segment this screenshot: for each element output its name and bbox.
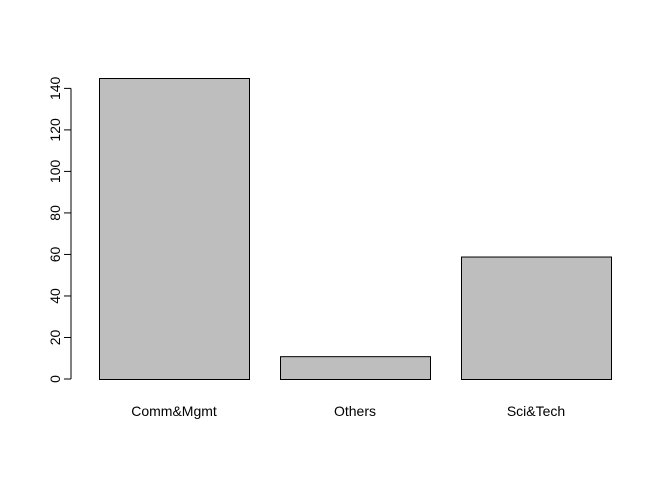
bars xyxy=(99,78,612,381)
x-category-label: Sci&Tech xyxy=(507,403,565,419)
y-tick-label: 140 xyxy=(47,76,63,100)
bar-others xyxy=(280,356,431,381)
y-tick-label: 40 xyxy=(47,288,63,304)
y-axis: 0 20 40 60 80 100 120 140 xyxy=(47,76,72,383)
y-tick-label: 0 xyxy=(47,375,63,383)
y-tick-label: 60 xyxy=(47,246,63,262)
x-category-label: Others xyxy=(334,403,376,419)
y-tick-label: 80 xyxy=(47,205,63,221)
y-tick-label: 100 xyxy=(47,160,63,184)
bar-sci-tech xyxy=(461,256,612,380)
x-axis-labels: Comm&Mgmt Others Sci&Tech xyxy=(131,403,565,419)
x-category-label: Comm&Mgmt xyxy=(131,403,217,419)
y-tick-label: 20 xyxy=(47,329,63,345)
y-tick-label: 120 xyxy=(47,118,63,142)
bar-comm-mgmt xyxy=(99,78,250,380)
